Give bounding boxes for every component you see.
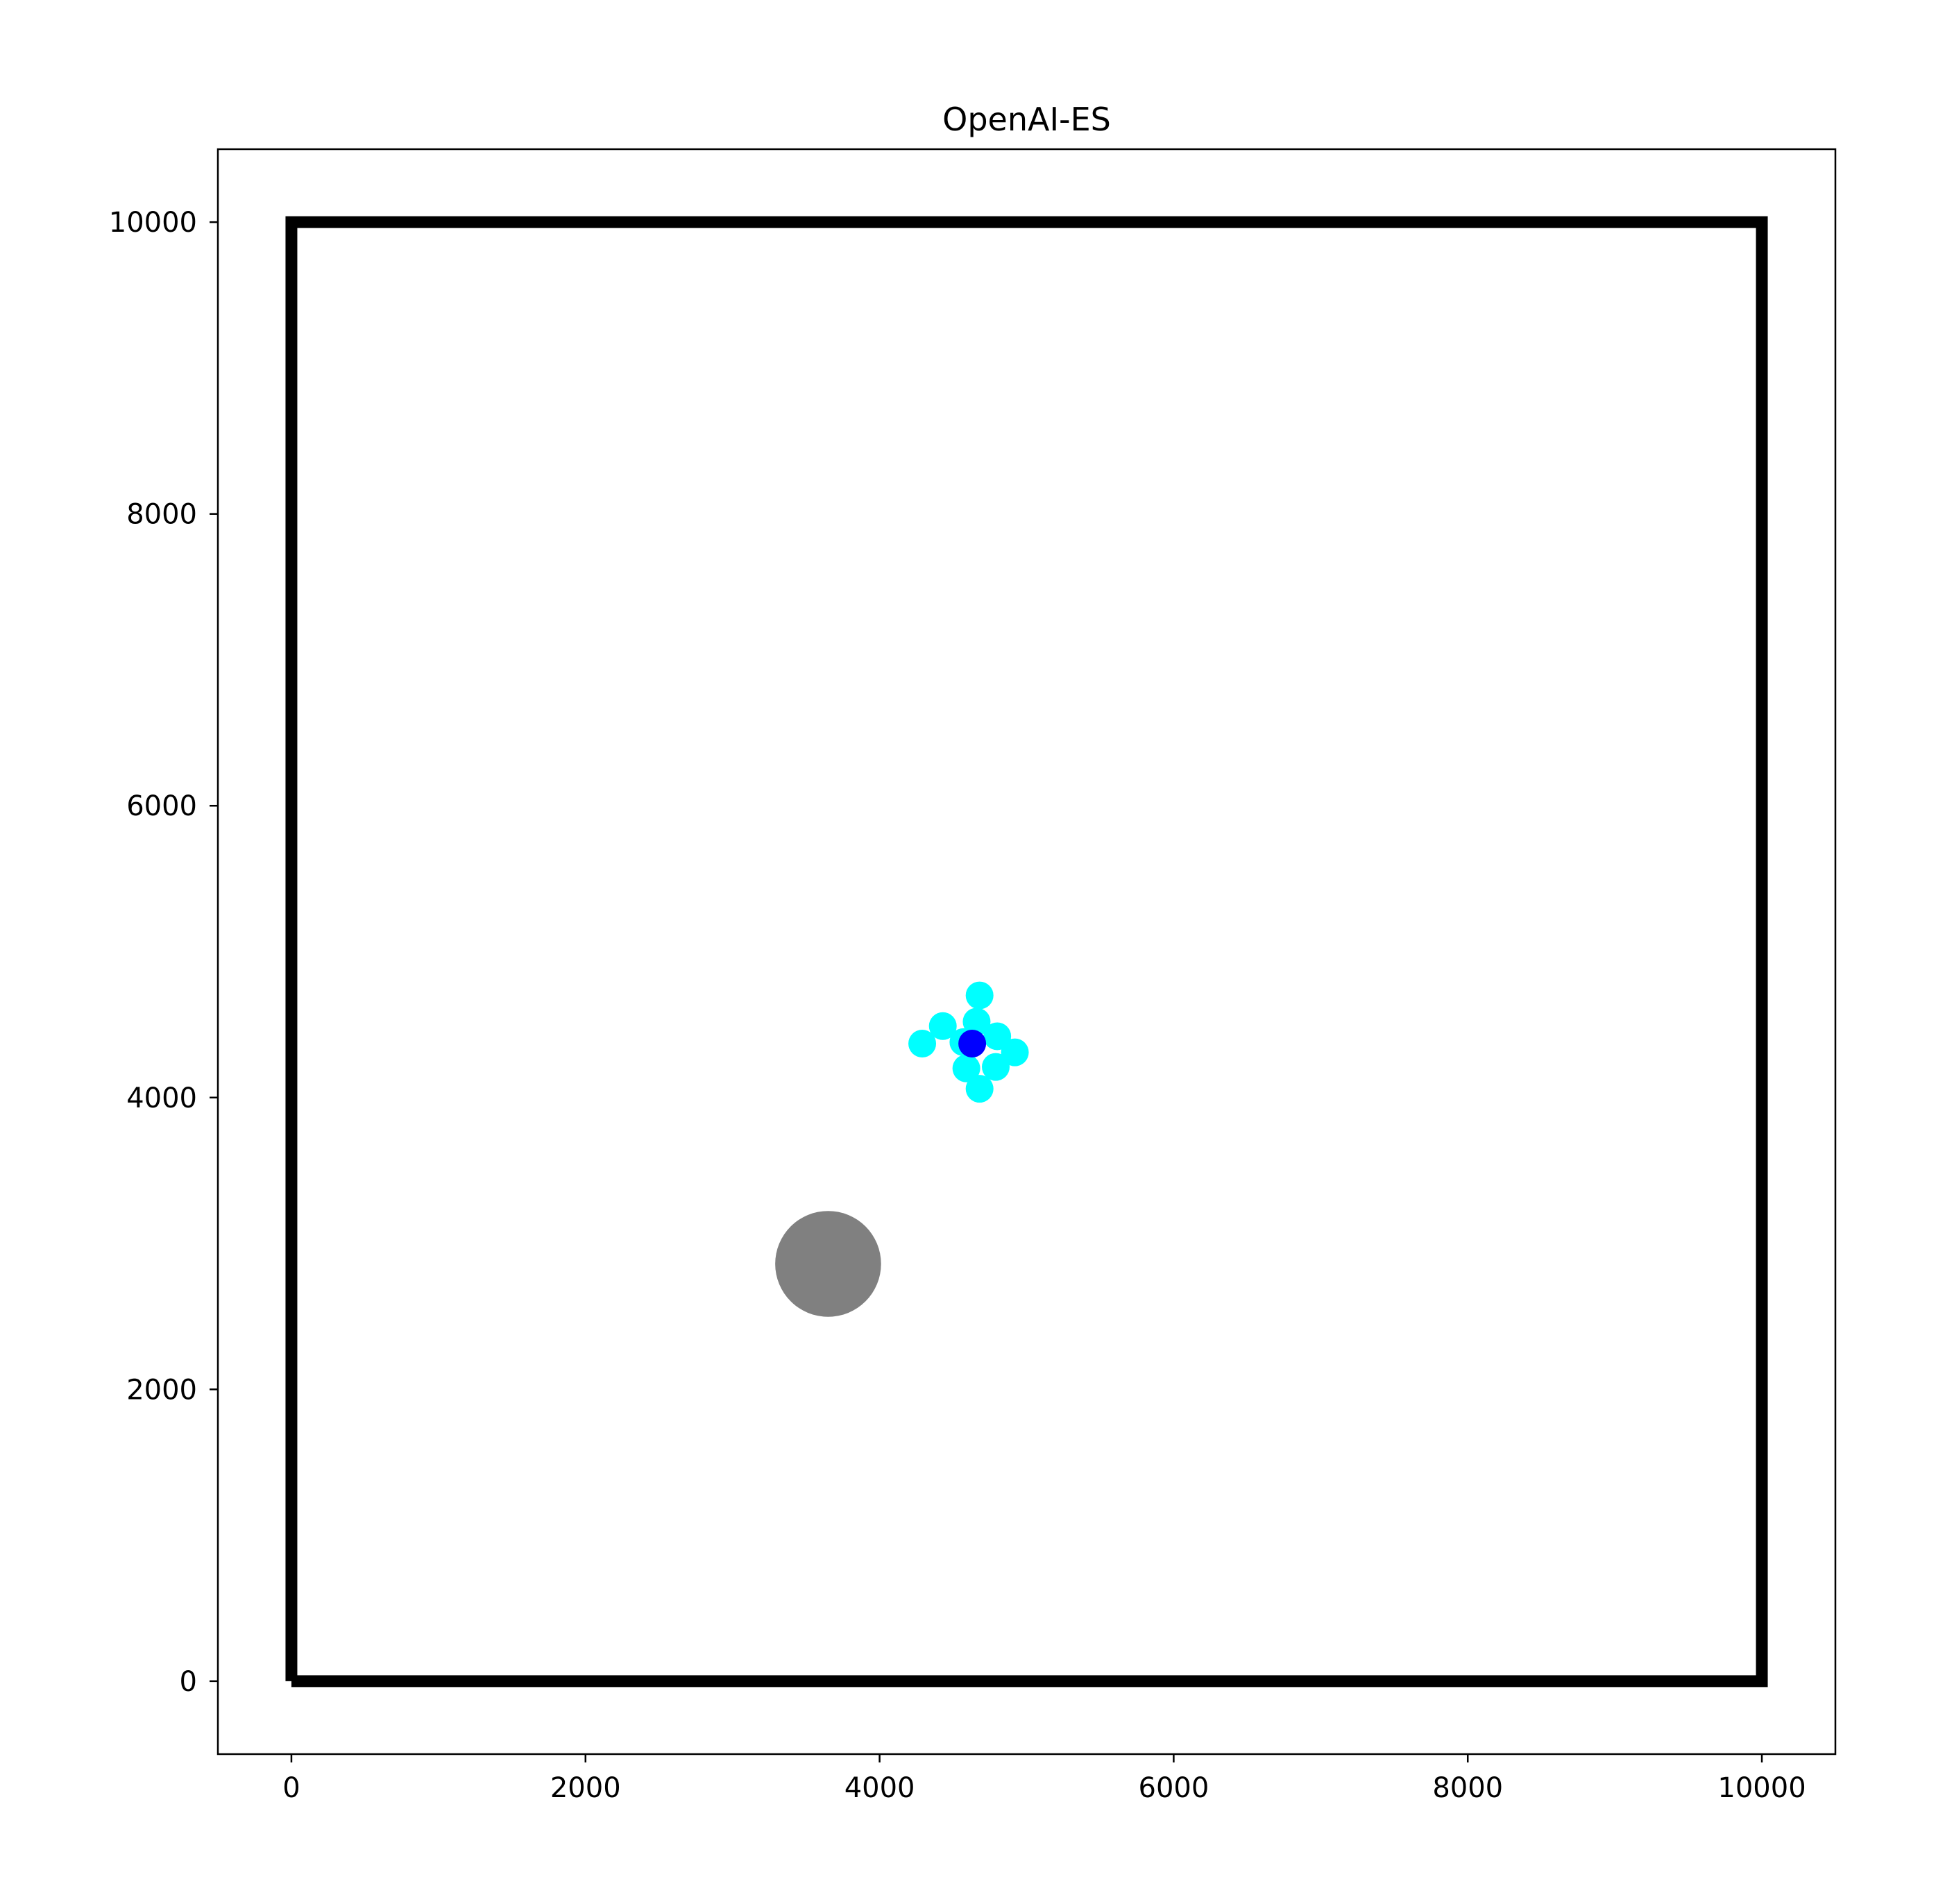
sample-point-5	[983, 1022, 1012, 1051]
y-tick-label-0: 0	[180, 1666, 197, 1698]
x-tick-label-2: 4000	[844, 1772, 915, 1804]
y-tick-label-2: 4000	[126, 1082, 197, 1114]
mean-point	[958, 1029, 987, 1057]
x-tick-label-0: 0	[282, 1772, 300, 1804]
sample-point-2	[962, 1008, 991, 1036]
sample-point-7	[952, 1054, 980, 1082]
x-axis: 0 2000 4000 6000 8000 10000	[282, 1754, 1806, 1804]
target-circle	[775, 1211, 881, 1317]
sample-point-8	[981, 1053, 1010, 1081]
y-tick-label-3: 6000	[126, 790, 197, 822]
boundary-square	[285, 216, 1768, 1688]
y-axis: 0 2000 4000 6000 8000 10000	[109, 207, 218, 1698]
sample-point-0	[965, 981, 994, 1010]
y-tick-label-1: 2000	[126, 1374, 197, 1406]
x-tick-label-4: 8000	[1432, 1772, 1503, 1804]
sample-point-1	[928, 1012, 957, 1040]
x-tick-label-5: 10000	[1717, 1772, 1806, 1804]
y-tick-label-4: 8000	[126, 499, 197, 531]
x-tick-label-1: 2000	[550, 1772, 621, 1804]
chart-title: OpenAI-ES	[942, 101, 1111, 138]
x-tick-label-3: 6000	[1139, 1772, 1209, 1804]
axes-frame	[216, 148, 1837, 1756]
plot-content	[285, 216, 1768, 1688]
sample-point-6	[1001, 1038, 1029, 1066]
sample-point-3	[908, 1029, 937, 1057]
y-tick-label-5: 10000	[109, 207, 197, 239]
sample-point-9	[965, 1075, 994, 1103]
